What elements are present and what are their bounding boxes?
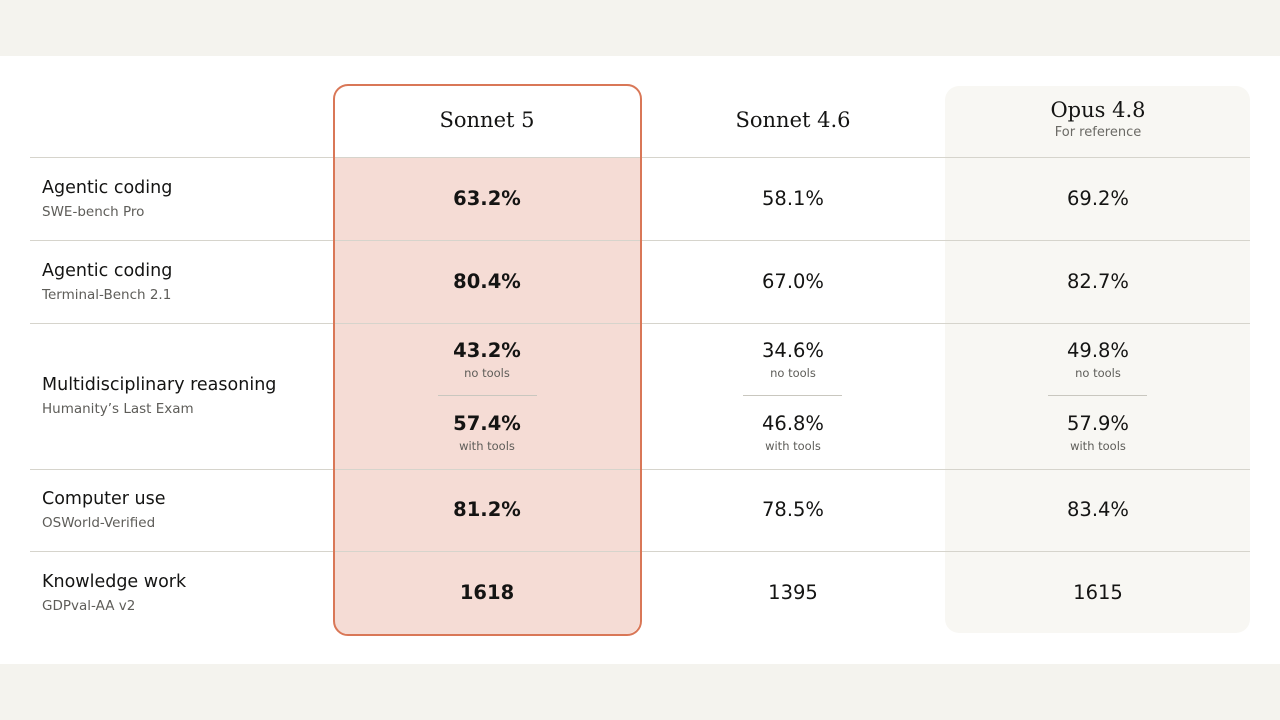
row-title: Agentic coding [42,261,173,281]
row-divider [30,240,1250,241]
reference-column-background [945,86,1250,633]
value-cell: 1615 [1073,581,1123,604]
value-cell-no-tools: 34.6% [762,339,824,362]
with-tools-label: with tools [459,439,515,453]
column-header-opus-4-8: Opus 4.8 [1050,98,1146,122]
value-cell: 78.5% [762,498,824,521]
value-cell: 81.2% [453,498,521,521]
row-benchmark: GDPval-AA v2 [42,598,136,614]
row-title: Computer use [42,489,166,509]
value-cell: 1618 [459,581,515,604]
sub-row-divider [438,395,537,396]
with-tools-label: with tools [1070,439,1126,453]
value-cell-with-tools: 57.4% [453,412,521,435]
value-cell: 83.4% [1067,498,1129,521]
no-tools-label: no tools [1075,366,1121,380]
row-divider [30,551,1250,552]
row-benchmark: Humanity’s Last Exam [42,401,194,417]
no-tools-label: no tools [770,366,816,380]
sub-row-divider [1048,395,1147,396]
header-divider [30,157,1250,158]
column-header-sonnet-5: Sonnet 5 [439,108,535,132]
sub-row-divider [743,395,842,396]
row-benchmark: Terminal-Bench 2.1 [42,287,172,303]
value-cell: 1395 [768,581,818,604]
with-tools-label: with tools [765,439,821,453]
value-cell: 82.7% [1067,270,1129,293]
value-cell-no-tools: 49.8% [1067,339,1129,362]
row-title: Knowledge work [42,572,187,592]
column-note: For reference [1054,125,1142,140]
row-benchmark: SWE-bench Pro [42,204,145,220]
row-divider [30,323,1250,324]
row-benchmark: OSWorld-Verified [42,515,156,531]
row-title: Agentic coding [42,178,173,198]
value-cell-no-tools: 43.2% [453,339,521,362]
row-title: Multidisciplinary reasoning [42,375,277,395]
value-cell: 63.2% [453,187,521,210]
no-tools-label: no tools [464,366,510,380]
value-cell-with-tools: 57.9% [1067,412,1129,435]
value-cell: 69.2% [1067,187,1129,210]
row-divider [30,469,1250,470]
value-cell: 67.0% [762,270,824,293]
column-header-sonnet-4-6: Sonnet 4.6 [735,108,851,132]
value-cell-with-tools: 46.8% [762,412,824,435]
value-cell: 80.4% [453,270,521,293]
value-cell: 58.1% [762,187,824,210]
